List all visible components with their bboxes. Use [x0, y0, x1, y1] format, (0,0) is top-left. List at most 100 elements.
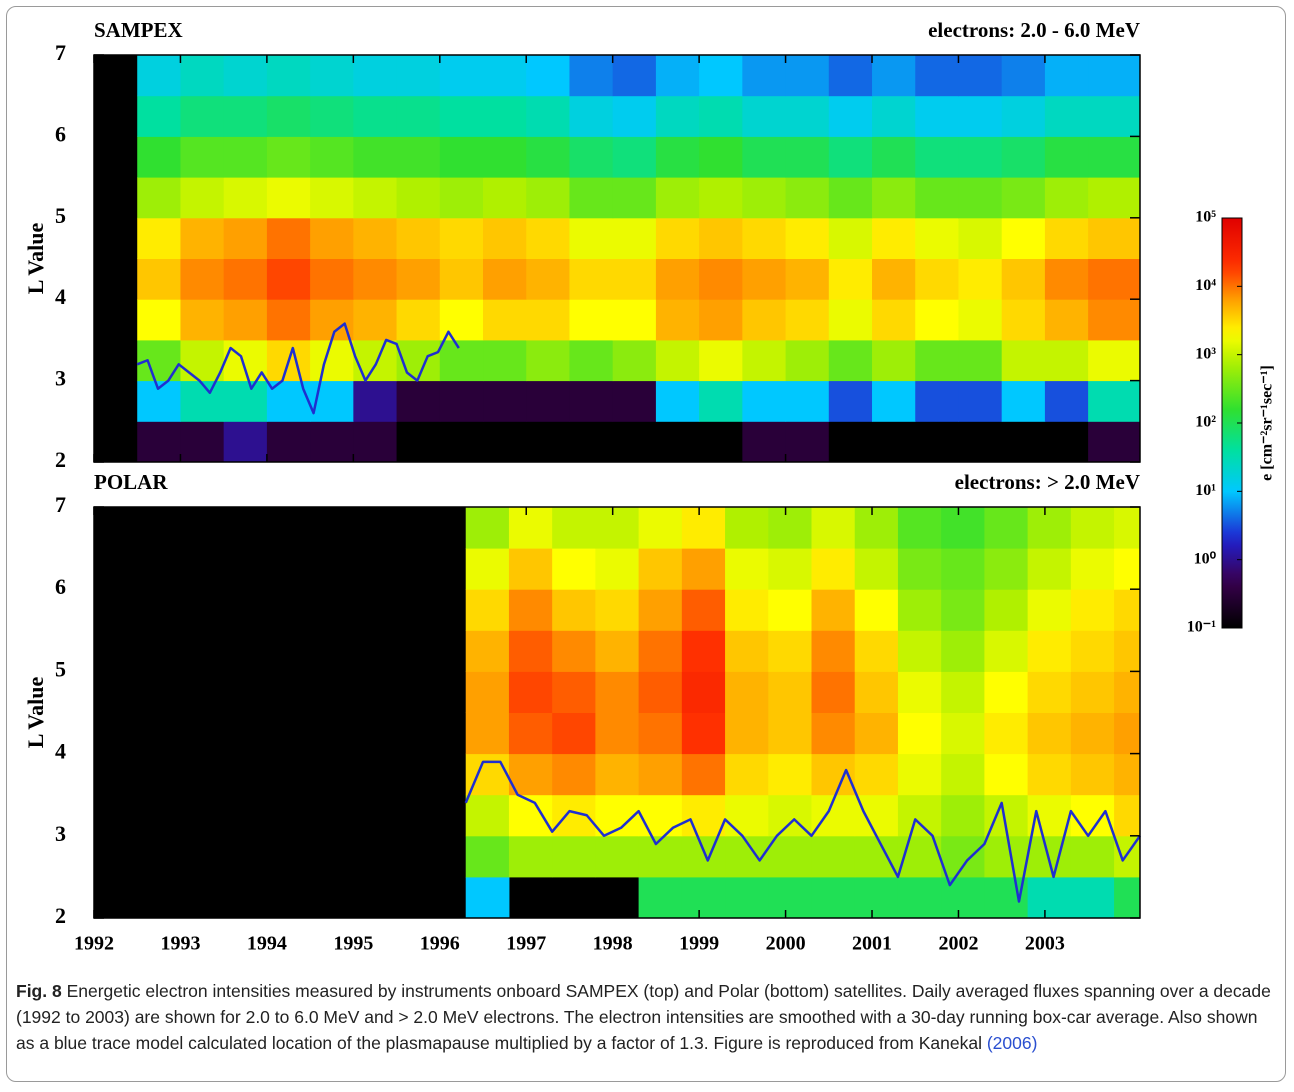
heatmap-cell [897, 753, 942, 796]
heatmap-cell [508, 753, 553, 796]
heatmap-cell [854, 712, 899, 755]
heatmap-cell [785, 339, 830, 382]
y-tick-label: 2 [55, 447, 66, 472]
heatmap-cell [180, 421, 225, 463]
heatmap-cell [439, 177, 484, 219]
heatmap-cell [223, 299, 268, 341]
heatmap-cell [958, 95, 1003, 137]
y-tick-label: 7 [55, 492, 66, 517]
heatmap-cell [638, 753, 683, 796]
heatmap-cell [1114, 630, 1141, 672]
heatmap-cell [872, 258, 916, 300]
heatmap-cell [681, 876, 726, 919]
heatmap-cell [439, 217, 484, 259]
x-tick-label: 1997 [506, 933, 546, 955]
heatmap-cell [1027, 876, 1072, 919]
x-tick-label: 1996 [420, 933, 460, 955]
y-tick-label: 4 [55, 284, 66, 309]
heatmap-cell [785, 299, 830, 341]
heatmap-cell [785, 136, 830, 178]
heatmap-cell [958, 421, 1003, 463]
heatmap-cell [1044, 177, 1089, 219]
heatmap-cell [526, 258, 570, 300]
heatmap-cell [941, 835, 985, 878]
heatmap-cell [483, 339, 527, 382]
heatmap-cell [180, 339, 225, 382]
heatmap-cell [941, 794, 985, 837]
heatmap-cell [439, 95, 484, 137]
x-tick-label: 1999 [679, 933, 719, 955]
heatmap-cell [828, 95, 873, 137]
heatmap-cell [1001, 177, 1046, 219]
colorbar-tick-label: 10³ [1195, 345, 1216, 362]
heatmap-cell [465, 507, 510, 549]
heatmap-cell [984, 507, 1029, 549]
heatmap-cell [508, 589, 553, 631]
heatmap-cell [897, 507, 942, 549]
heatmap-cell [439, 55, 484, 97]
heatmap-cell [483, 380, 527, 422]
heatmap-cell [1114, 507, 1141, 549]
heatmap-cell [638, 671, 683, 713]
heatmap-cell [941, 753, 985, 796]
heatmap-cell [137, 217, 181, 259]
heatmap-cell [1027, 630, 1072, 672]
heatmap-cell [828, 380, 873, 422]
heatmap-cell [681, 589, 726, 631]
heatmap-cell [526, 55, 570, 97]
heatmap-cell [915, 136, 959, 178]
heatmap-cell [681, 753, 726, 796]
panel-subtitle: electrons: > 2.0 MeV [955, 470, 1140, 494]
heatmap-cell [681, 712, 726, 755]
heatmap-cell [569, 95, 614, 137]
heatmap-cell [552, 671, 596, 713]
heatmap-cell [638, 835, 683, 878]
heatmap-cell [785, 421, 830, 463]
heatmap-cell [699, 380, 743, 422]
heatmap-cell [1044, 95, 1089, 137]
heatmap-cell [1088, 339, 1141, 382]
heatmap-cell [310, 177, 354, 219]
colorbar-tick-label: 10⁵ [1195, 209, 1216, 226]
x-tick-label: 2003 [1025, 933, 1065, 955]
heatmap-cell [483, 177, 527, 219]
heatmap-cell [897, 794, 942, 837]
heatmap-cell [595, 548, 640, 590]
heatmap-cell [655, 55, 700, 97]
heatmap-cell [854, 507, 899, 549]
heatmap-cell [526, 299, 570, 341]
heatmap-cell [353, 339, 398, 382]
heatmap-cell [552, 753, 596, 796]
heatmap-cell [465, 712, 510, 755]
heatmap-cell [612, 95, 657, 137]
heatmap-cell [483, 55, 527, 97]
heatmap-cell [872, 339, 916, 382]
colorbar-tick-label: 10⁰ [1194, 550, 1217, 567]
heatmap-cell [439, 258, 484, 300]
heatmap-cell [915, 177, 959, 219]
heatmap-cell [439, 339, 484, 382]
heatmap-cell [439, 136, 484, 178]
heatmap-cell [941, 876, 985, 919]
heatmap-cell [612, 217, 657, 259]
heatmap-cell [742, 217, 787, 259]
heatmap-cell [483, 217, 527, 259]
heatmap-cell [941, 507, 985, 549]
heatmap-cell [612, 258, 657, 300]
heatmap-cell [1027, 507, 1072, 549]
panel-subtitle: electrons: 2.0 - 6.0 MeV [928, 18, 1140, 42]
heatmap-cell [1001, 380, 1046, 422]
heatmap-cell [612, 55, 657, 97]
heatmap-cell [854, 835, 899, 878]
heatmap-cell [180, 177, 225, 219]
figure: 2 3 4 5 6 7 SAMPEX electrons: 2.0 - 6.0 MeV L Va… [23, 18, 1276, 955]
heatmap-cell [915, 380, 959, 422]
x-tick-label: 1992 [74, 933, 114, 955]
caption-ref-year[interactable]: (2006) [986, 1033, 1038, 1053]
heatmap-cell [915, 421, 959, 463]
heatmap-cell [725, 548, 769, 590]
y-tick-label: 6 [55, 121, 66, 146]
panel-title: SAMPEX [94, 18, 183, 42]
heatmap-cell [699, 95, 743, 137]
y-tick-label: 3 [55, 366, 66, 391]
